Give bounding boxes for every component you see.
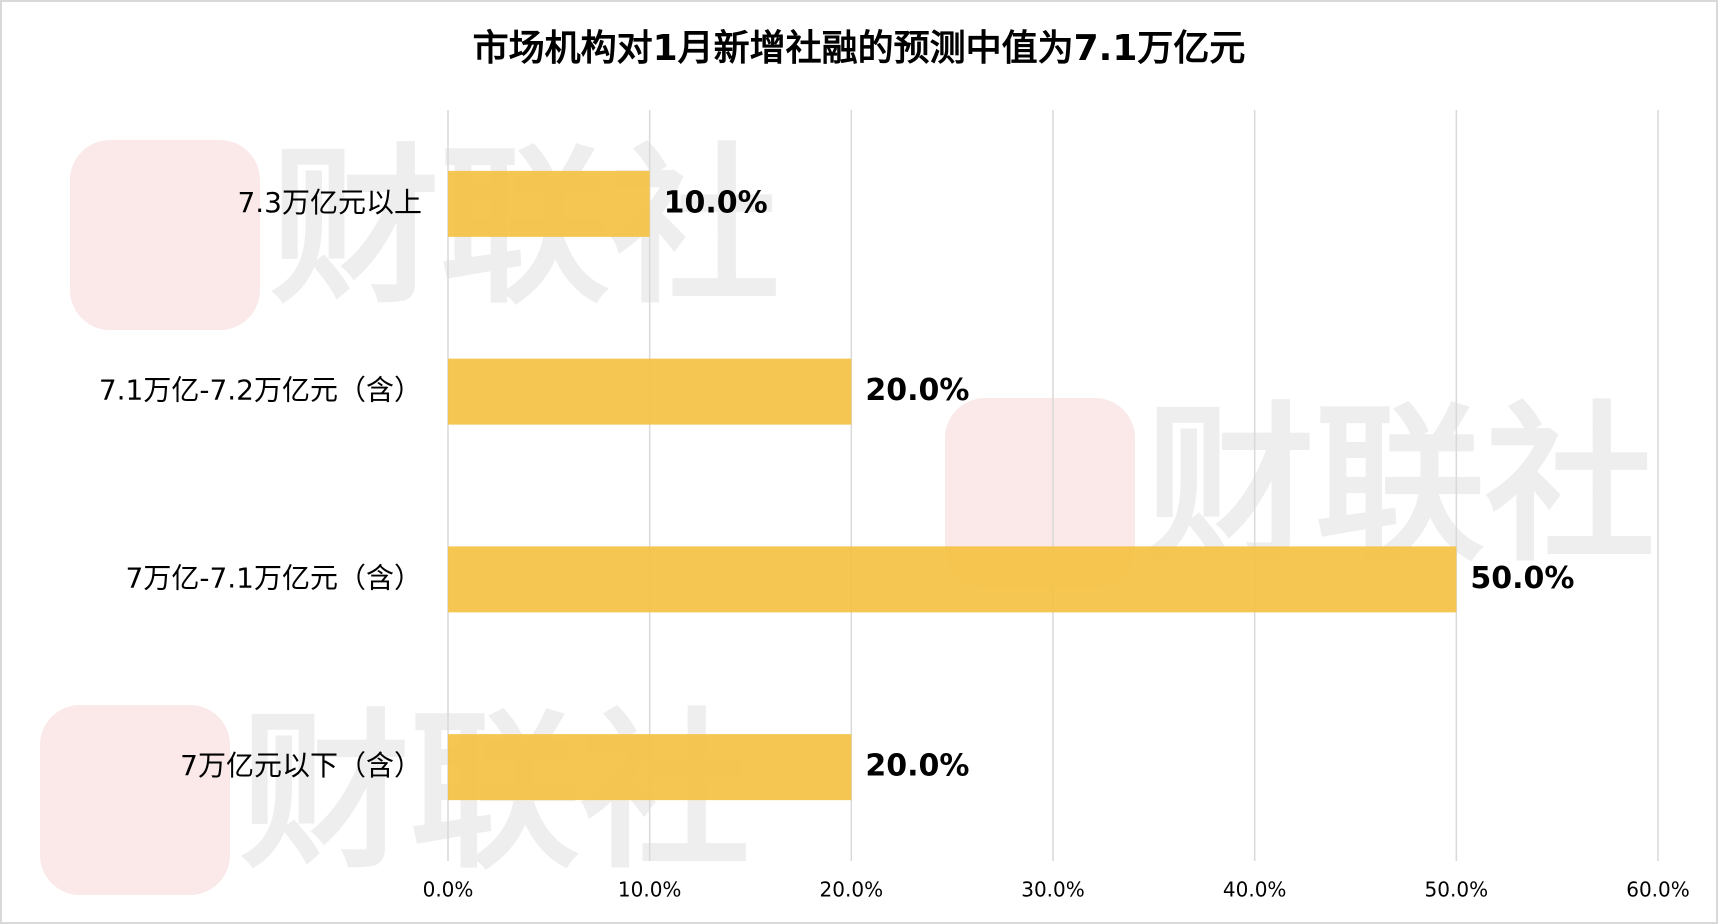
value-label: 20.0% xyxy=(865,749,969,784)
watermark-logo xyxy=(945,398,1135,588)
x-tick-label: 20.0% xyxy=(820,878,884,902)
x-tick-label: 10.0% xyxy=(618,878,682,902)
value-label: 50.0% xyxy=(1470,561,1574,596)
chart-title: 市场机构对1月新增社融的预测中值为7.1万亿元 xyxy=(473,28,1246,69)
watermark-logo xyxy=(40,705,230,895)
bar xyxy=(448,734,852,801)
bar xyxy=(448,358,852,425)
value-label: 10.0% xyxy=(664,185,768,220)
y-tick-label: 7万亿-7.1万亿元（含） xyxy=(126,561,422,594)
watermark-logo xyxy=(70,140,260,330)
x-tick-label: 60.0% xyxy=(1626,878,1690,902)
value-label: 20.0% xyxy=(865,373,969,408)
x-tick-label: 0.0% xyxy=(423,878,474,902)
bar xyxy=(448,546,1457,613)
x-tick-label: 40.0% xyxy=(1223,878,1287,902)
x-tick-label: 30.0% xyxy=(1021,878,1085,902)
y-tick-label: 7万亿元以下（含） xyxy=(180,749,422,782)
bar xyxy=(448,170,650,237)
y-tick-label: 7.3万亿元以上 xyxy=(237,186,422,219)
x-tick-label: 50.0% xyxy=(1425,878,1489,902)
y-tick-label: 7.1万亿-7.2万亿元（含） xyxy=(99,374,422,407)
